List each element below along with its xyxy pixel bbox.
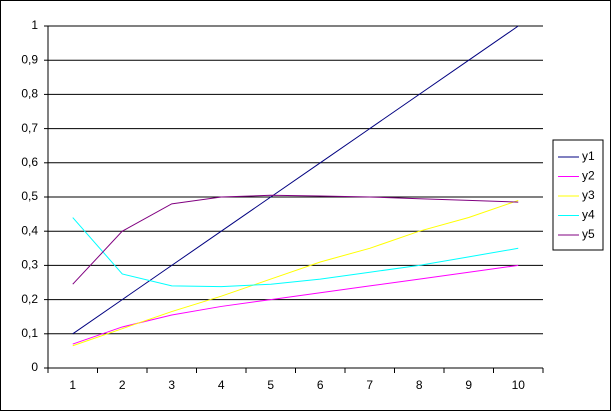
y-tick-label: 0,2 <box>21 292 38 306</box>
legend-label: y5 <box>582 227 595 241</box>
legend-label: y3 <box>582 188 595 202</box>
x-tick-label: 1 <box>69 378 76 392</box>
y-tick-label: 0,7 <box>21 121 38 135</box>
x-tick-label: 10 <box>512 378 526 392</box>
y-tick-label: 0 <box>31 360 38 374</box>
y-tick-label: 0,6 <box>21 155 38 169</box>
y-tick-label: 0,5 <box>21 189 38 203</box>
y-tick-label: 0,8 <box>21 87 38 101</box>
series-line <box>72 217 519 288</box>
legend-label: y4 <box>582 208 595 222</box>
legend-label: y1 <box>582 149 595 163</box>
series-line <box>72 194 519 285</box>
y-tick-label: 0,3 <box>21 258 38 272</box>
x-tick-label: 3 <box>168 378 175 392</box>
x-tick-label: 7 <box>366 378 373 392</box>
x-tick-label: 5 <box>267 378 274 392</box>
series-line <box>72 199 519 347</box>
series-line <box>72 25 519 335</box>
x-tick-label: 8 <box>416 378 423 392</box>
y-tick-label: 0,4 <box>21 223 38 237</box>
series-line <box>72 264 519 345</box>
x-tick-label: 4 <box>218 378 225 392</box>
x-tick-label: 9 <box>465 378 472 392</box>
y-tick-label: 1 <box>31 18 38 32</box>
legend-box <box>552 139 604 251</box>
y-tick-label: 0,1 <box>21 326 38 340</box>
x-tick-label: 6 <box>317 378 324 392</box>
y-tick-label: 0,9 <box>21 52 38 66</box>
x-tick-label: 2 <box>119 378 126 392</box>
legend-label: y2 <box>582 169 595 183</box>
